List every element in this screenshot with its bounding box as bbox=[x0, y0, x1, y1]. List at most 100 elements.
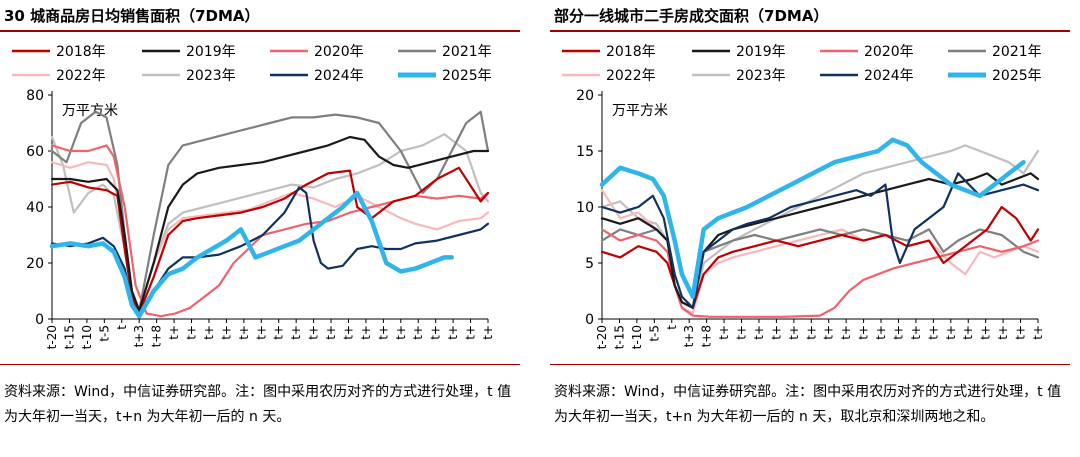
series-line-2018 bbox=[50, 166, 490, 315]
x-tick-label: t+ bbox=[787, 325, 801, 340]
series-line-2021 bbox=[50, 110, 490, 312]
x-tick-label: t-10 bbox=[630, 325, 644, 349]
x-tick-label: t+ bbox=[237, 325, 251, 340]
x-tick-label: t-15 bbox=[62, 325, 76, 349]
left-bottom-rule bbox=[0, 364, 520, 365]
series-line-2024 bbox=[50, 186, 490, 318]
x-tick-label: t+ bbox=[289, 325, 303, 340]
left-chart: 2018年 2019年 2020年 2021年 2022年 2023年 2024年 2025年… bbox=[12, 44, 495, 349]
x-tick-label: t+ bbox=[324, 325, 338, 340]
right-chart-title: 部分一线城市二手房成交面积（7DMA） bbox=[554, 7, 829, 25]
legend-label-2020: 2020年 bbox=[864, 44, 914, 60]
y-tick-label: 20 bbox=[26, 256, 44, 272]
left-chart-title: 30 城商品房日均销售面积（7DMA） bbox=[4, 7, 260, 25]
x-tick-label: t+ bbox=[185, 325, 199, 340]
x-tick-label: t+ bbox=[944, 325, 958, 340]
unit-label: 万平方米 bbox=[612, 103, 668, 119]
x-tick-label: t+ bbox=[926, 325, 940, 340]
x-tick-label: t+ bbox=[167, 325, 181, 340]
x-tick-label: t-5 bbox=[647, 325, 661, 342]
x-tick-label: t+ bbox=[272, 325, 286, 340]
x-tick-label: t+ bbox=[1014, 325, 1028, 340]
y-tick-label: 60 bbox=[26, 144, 44, 160]
legend-label-2019: 2019年 bbox=[186, 44, 236, 60]
legend-label-2023: 2023年 bbox=[736, 68, 786, 84]
x-tick-label: t+ bbox=[411, 325, 425, 340]
x-tick-label: t+ bbox=[996, 325, 1010, 340]
right-title-rule bbox=[550, 30, 1070, 32]
x-tick-label: t-5 bbox=[97, 325, 111, 342]
series-line-2019 bbox=[600, 172, 1040, 309]
right-bottom-rule bbox=[550, 364, 1070, 365]
x-tick-label: t+ bbox=[254, 325, 268, 340]
x-tick-label: t bbox=[665, 325, 679, 330]
x-tick-label: t+ bbox=[481, 325, 495, 340]
y-tick-label: 0 bbox=[585, 312, 594, 328]
x-tick-label: t-10 bbox=[80, 325, 94, 349]
x-tick-label: t+3 bbox=[132, 325, 146, 347]
series-line-2023 bbox=[50, 133, 490, 312]
y-tick-label: 80 bbox=[26, 88, 44, 104]
right-source-note: 资料来源：Wind，中信证券研究部。注：图中采用农历对齐的方式进行处理，t 值为… bbox=[554, 384, 1062, 425]
x-tick-label: t+ bbox=[839, 325, 853, 340]
y-tick-label: 0 bbox=[35, 312, 44, 328]
x-tick-label: t-20 bbox=[595, 325, 609, 349]
series-line-2025 bbox=[49, 190, 454, 319]
x-tick-label: t+ bbox=[961, 325, 975, 340]
x-tick-label: t+ bbox=[822, 325, 836, 340]
y-tick-label: 5 bbox=[585, 256, 594, 272]
x-tick-label: t+ bbox=[979, 325, 993, 340]
legend-label-2021: 2021年 bbox=[992, 44, 1042, 60]
x-tick-label: t+ bbox=[857, 325, 871, 340]
x-tick-label: t+ bbox=[359, 325, 373, 340]
right-chart: 2018年 2019年 2020年 2021年 2022年 2023年 2024年 2025年… bbox=[562, 44, 1045, 349]
x-tick-label: t+ bbox=[874, 325, 888, 340]
y-tick-label: 20 bbox=[576, 88, 594, 104]
series-line-2019 bbox=[50, 135, 490, 312]
x-tick-label: t+ bbox=[307, 325, 321, 340]
legend-label-2024: 2024年 bbox=[864, 68, 914, 84]
x-tick-label: t+8 bbox=[150, 325, 164, 347]
x-tick-label: t+ bbox=[752, 325, 766, 340]
x-tick-label: t-20 bbox=[45, 325, 59, 349]
x-tick-label: t+ bbox=[446, 325, 460, 340]
legend-label-2020: 2020年 bbox=[314, 44, 364, 60]
x-tick-label: t+8 bbox=[700, 325, 714, 347]
series-line-2024 bbox=[600, 172, 1040, 309]
x-tick-label: t bbox=[115, 325, 129, 330]
legend-label-2021: 2021年 bbox=[442, 44, 492, 60]
y-tick-label: 40 bbox=[26, 200, 44, 216]
x-tick-label: t+3 bbox=[682, 325, 696, 347]
x-tick-label: t+ bbox=[909, 325, 923, 340]
series-line-2022 bbox=[50, 161, 490, 312]
x-tick-label: t+ bbox=[376, 325, 390, 340]
left-panel: 30 城商品房日均销售面积（7DMA） 2018年 2019年 2020年 2021年… bbox=[0, 0, 530, 457]
y-tick-label: 10 bbox=[576, 200, 594, 216]
legend-label-2022: 2022年 bbox=[56, 68, 106, 84]
x-tick-label: t+ bbox=[804, 325, 818, 340]
legend-label-2018: 2018年 bbox=[606, 44, 656, 60]
series-line-2020 bbox=[50, 144, 490, 318]
legend-label-2019: 2019年 bbox=[736, 44, 786, 60]
left-source-note: 资料来源：Wind，中信证券研究部。注：图中采用农历对齐的方式进行处理，t 值为… bbox=[4, 384, 512, 425]
series-line-2025 bbox=[599, 137, 1026, 299]
x-tick-label: t-15 bbox=[612, 325, 626, 349]
legend-label-2024: 2024年 bbox=[314, 68, 364, 84]
y-tick-label: 15 bbox=[576, 144, 594, 160]
x-tick-label: t+ bbox=[735, 325, 749, 340]
legend-label-2025: 2025年 bbox=[442, 68, 492, 84]
x-tick-label: t+ bbox=[464, 325, 478, 340]
legend-label-2023: 2023年 bbox=[186, 68, 236, 84]
legend-label-2022: 2022年 bbox=[606, 68, 656, 84]
left-title-rule bbox=[0, 30, 520, 32]
x-tick-label: t+ bbox=[1031, 325, 1045, 340]
x-tick-label: t+ bbox=[769, 325, 783, 340]
series-line-2018 bbox=[600, 205, 1040, 309]
x-tick-label: t+ bbox=[717, 325, 731, 340]
legend-label-2018: 2018年 bbox=[56, 44, 106, 60]
x-tick-label: t+ bbox=[202, 325, 216, 340]
x-tick-label: t+ bbox=[341, 325, 355, 340]
x-tick-label: t+ bbox=[394, 325, 408, 340]
x-tick-label: t+ bbox=[219, 325, 233, 340]
x-tick-label: t+ bbox=[891, 325, 905, 340]
